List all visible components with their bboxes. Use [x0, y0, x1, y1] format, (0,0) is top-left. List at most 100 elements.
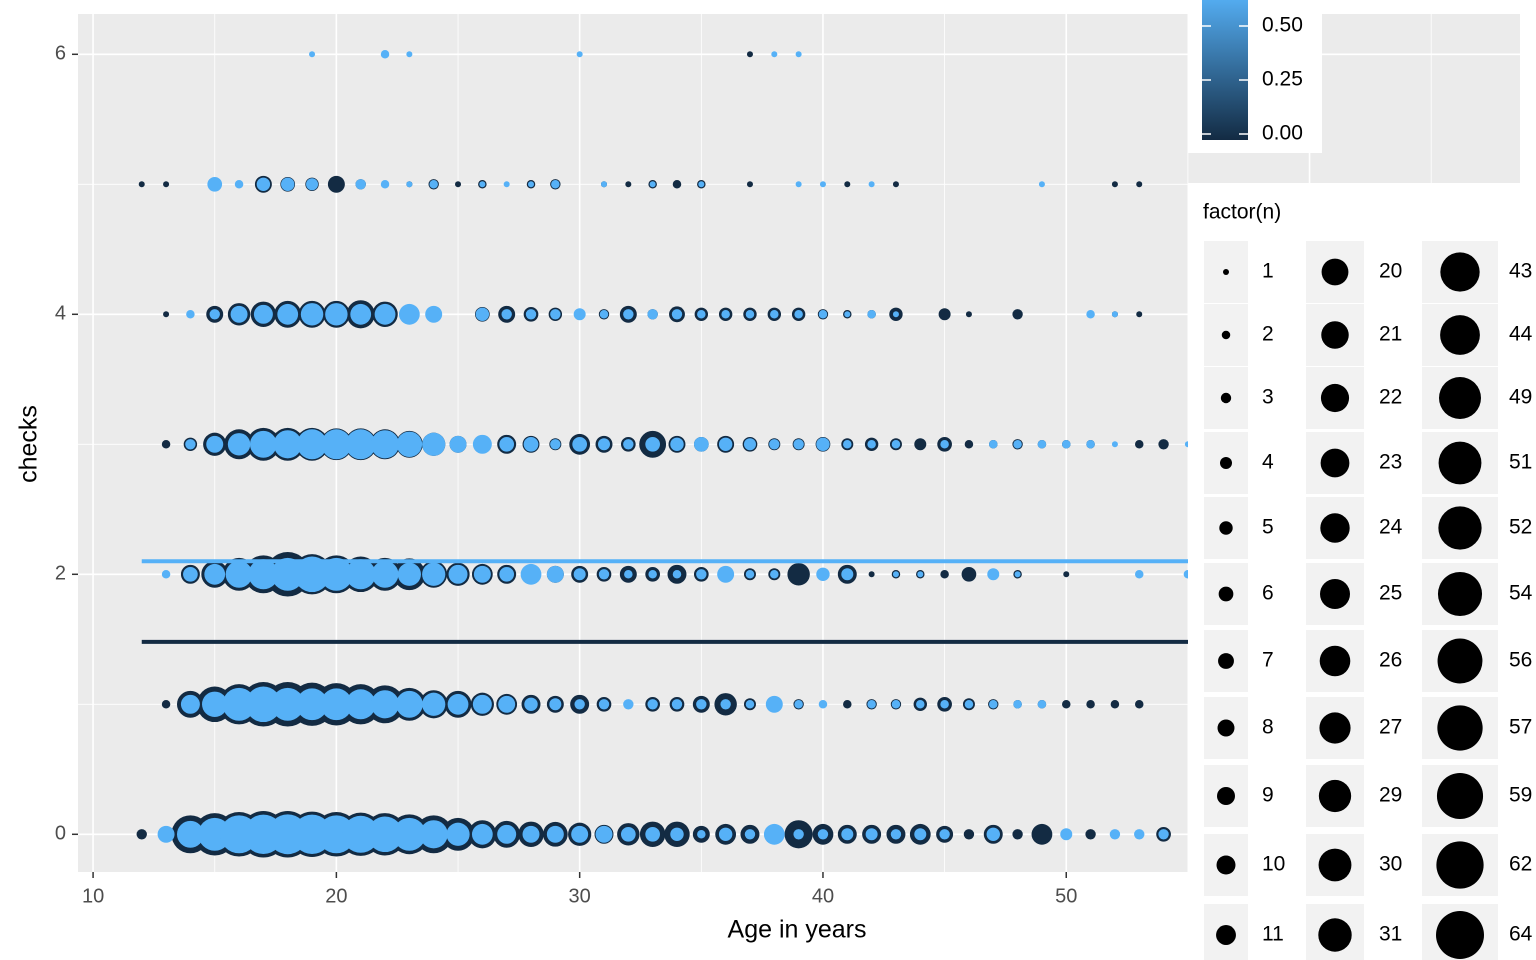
legend-label: 49	[1509, 386, 1532, 409]
point	[816, 437, 830, 452]
legend-key	[1437, 571, 1483, 617]
point	[647, 309, 658, 320]
point	[841, 828, 854, 841]
point	[550, 439, 561, 450]
point	[475, 307, 490, 322]
legend-label: 22	[1379, 386, 1402, 409]
colorbar-label: 0.50	[1262, 14, 1303, 37]
point	[787, 563, 810, 586]
point	[672, 570, 682, 579]
point	[989, 700, 998, 709]
legend-label: 51	[1509, 451, 1532, 474]
point	[763, 823, 785, 845]
point	[186, 310, 195, 319]
point	[297, 429, 328, 460]
point	[765, 695, 783, 713]
point	[720, 699, 731, 710]
legend-bg	[1520, 0, 1536, 960]
point	[1135, 700, 1144, 709]
y-tick-label: 6	[55, 43, 66, 65]
point	[429, 180, 438, 189]
point	[209, 309, 220, 320]
point	[571, 825, 589, 843]
point	[472, 434, 492, 454]
point	[647, 699, 658, 710]
point	[473, 565, 491, 583]
point	[672, 180, 682, 189]
point	[817, 829, 829, 840]
point	[546, 825, 564, 843]
legend-key	[1320, 383, 1350, 413]
point	[271, 687, 305, 721]
point	[1135, 570, 1144, 579]
point	[891, 440, 901, 449]
point	[345, 559, 376, 590]
point	[370, 690, 400, 719]
x-tick-label: 30	[569, 885, 591, 907]
point	[253, 304, 273, 324]
point	[202, 691, 228, 718]
point	[185, 439, 196, 450]
point	[1031, 823, 1053, 845]
point	[204, 563, 226, 585]
point	[1110, 700, 1120, 709]
point	[479, 181, 486, 188]
point	[345, 429, 376, 460]
point	[892, 181, 899, 188]
legend-key	[1437, 638, 1483, 684]
point	[771, 51, 778, 58]
point	[406, 181, 413, 188]
point	[161, 440, 171, 449]
legend-label: 43	[1509, 260, 1532, 283]
point	[1037, 700, 1047, 709]
point	[472, 694, 492, 714]
legend-key	[1219, 521, 1233, 535]
point	[523, 436, 539, 452]
point	[794, 310, 803, 319]
legend-key	[1223, 269, 1229, 275]
point	[520, 563, 542, 585]
point	[499, 436, 515, 452]
point	[623, 699, 634, 710]
point	[138, 181, 145, 188]
point	[1060, 828, 1073, 841]
legend-key	[1319, 712, 1351, 744]
legend-label: 31	[1379, 923, 1402, 946]
legend-label: 7	[1262, 649, 1274, 672]
point	[892, 571, 899, 578]
point	[718, 827, 733, 842]
point	[697, 310, 706, 319]
legend-label: 26	[1379, 649, 1402, 672]
point	[1063, 571, 1070, 578]
point	[1012, 309, 1023, 320]
point	[645, 436, 661, 452]
point	[964, 440, 974, 449]
point	[721, 310, 730, 319]
y-axis-title: checks	[15, 405, 43, 483]
point	[745, 310, 755, 319]
x-tick-label: 40	[812, 885, 834, 907]
point	[498, 695, 516, 713]
legend-label: 21	[1379, 323, 1402, 346]
point	[380, 180, 390, 189]
point	[1062, 700, 1071, 709]
point	[1158, 439, 1169, 450]
point	[818, 700, 828, 709]
legend-key	[1318, 918, 1352, 952]
point	[551, 180, 560, 189]
legend-label: 5	[1262, 516, 1274, 539]
point	[746, 181, 753, 188]
point	[1086, 440, 1095, 449]
legend-label: 56	[1509, 649, 1532, 672]
legend-label: 6	[1262, 582, 1274, 605]
point	[455, 181, 462, 188]
point	[841, 568, 854, 581]
point	[649, 181, 656, 188]
point	[961, 566, 977, 582]
point	[273, 430, 302, 459]
colorbar-label: 0.25	[1262, 68, 1303, 91]
point	[380, 50, 390, 59]
legend-key	[1436, 911, 1484, 959]
